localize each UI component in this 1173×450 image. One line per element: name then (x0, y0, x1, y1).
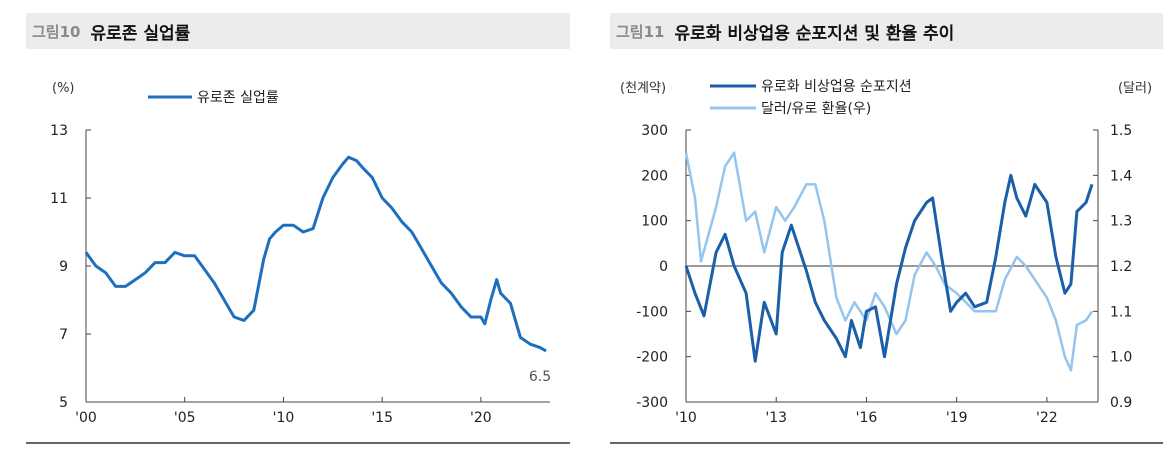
x-tick-label: '19 (946, 410, 968, 426)
x-tick-label: '05 (174, 410, 196, 426)
y-tick-label: 5 (59, 395, 68, 411)
y-tick-label: 13 (50, 123, 68, 139)
figure-number: 그림11 (616, 22, 665, 41)
y-tick-label-right: 1.5 (1110, 123, 1132, 139)
y-tick-label-right: 1.1 (1110, 304, 1132, 320)
y-tick-label-left: 0 (659, 259, 668, 275)
legend-label: 유로존 실업률 (197, 90, 279, 106)
legend-label-fx: 달러/유로 환율(우) (761, 101, 871, 117)
y-tick-label-left: 200 (641, 168, 668, 184)
x-tick-label: '15 (371, 410, 393, 426)
chart-panel-unemployment: 그림10 유로존 실업률 (%) 유로존 실업률 5 7 9 11 13 '00 '05 '10 '… (0, 0, 570, 450)
x-tick-label: '10 (273, 410, 295, 426)
chart-title-bar: 그림10 유로존 실업률 (26, 13, 570, 49)
x-tick-label: '22 (1036, 410, 1058, 426)
y-axis-unit-left: (천계약) (620, 81, 666, 96)
y-tick-label: 11 (50, 191, 68, 207)
y-axis-unit: (%) (52, 81, 75, 96)
y-tick-label: 9 (59, 259, 68, 275)
y-tick-label-left: -200 (636, 350, 668, 366)
chart-title: 유로화 비상업용 순포지션 및 환율 추이 (674, 23, 955, 44)
series-line-unemployment (84, 155, 547, 353)
y-tick-label-left: -100 (636, 304, 668, 320)
data-label-last: 6.5 (529, 369, 551, 385)
chart-title-bar: 그림11 유로화 비상업용 순포지션 및 환율 추이 (610, 13, 1163, 49)
y-tick-label-right: 1.0 (1110, 350, 1132, 366)
y-tick-label-right: 1.4 (1110, 168, 1132, 184)
y-tick-label-right: 1.2 (1110, 259, 1132, 275)
legend-label-position: 유로화 비상업용 순포지션 (761, 79, 912, 95)
y-tick-label-right: 1.3 (1110, 214, 1132, 230)
series-line-fx (684, 151, 1094, 372)
unemployment-chart: (%) 유로존 실업률 5 7 9 11 13 '00 '05 '10 '15 '20 6.5 (26, 81, 570, 444)
x-tick-label: '10 (675, 410, 697, 426)
x-tick-label: '13 (765, 410, 787, 426)
chart-panel-euro-position: 그림11 유로화 비상업용 순포지션 및 환율 추이 (천계약) (달러) 유로화 … (598, 0, 1173, 450)
series-line-position (684, 173, 1094, 363)
y-tick-label-left: 100 (641, 214, 668, 230)
y-tick-label-left: 300 (641, 123, 668, 139)
x-tick-label: '20 (470, 410, 492, 426)
y-tick-label-right: 0.9 (1110, 395, 1132, 411)
y-tick-label-left: -300 (636, 395, 668, 411)
y-tick-label: 7 (59, 327, 68, 343)
chart-title: 유로존 실업률 (90, 23, 191, 44)
y-axis-unit-right: (달러) (1118, 81, 1152, 96)
figure-number: 그림10 (32, 22, 81, 41)
x-tick-label: '16 (856, 410, 878, 426)
x-tick-label: '00 (75, 410, 97, 426)
